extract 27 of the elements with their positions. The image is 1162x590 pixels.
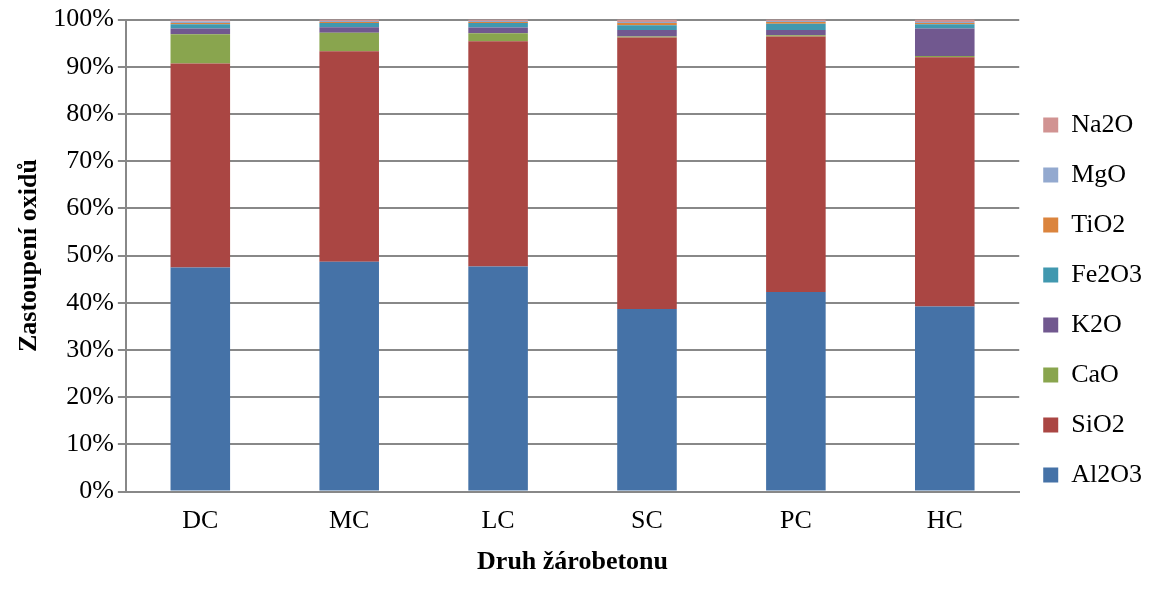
legend-label: Al2O3 [1071,458,1142,488]
x-tick-label: PC [779,505,812,535]
y-tick-label: 10% [66,428,114,458]
y-tick-label: 30% [66,333,114,363]
x-tick-label: MC [328,505,370,535]
legend-label: Na2O [1071,108,1134,138]
y-tick-label: 90% [66,50,114,80]
legend-label: SiO2 [1071,408,1125,438]
legend-label: K2O [1071,308,1122,338]
y-tick-label: 70% [66,145,114,175]
x-tick-label: SC [631,505,663,535]
x-tick-label: HC [926,505,963,535]
y-tick-label: 50% [66,239,114,269]
y-tick-label: 100% [53,3,114,33]
y-axis-title: Zastoupení oxidů [13,159,43,353]
y-tick-label: 20% [66,381,114,411]
x-axis-title: Druh žárobetonu [477,546,669,576]
y-tick-label: 80% [66,97,114,127]
legend-label: Fe2O3 [1071,258,1142,288]
y-tick-label: 40% [66,286,114,316]
y-tick-label: 0% [79,475,114,505]
legend-label: MgO [1071,158,1127,188]
x-tick-label: LC [481,505,515,535]
legend-label: CaO [1071,358,1119,388]
x-tick-label: DC [182,505,219,535]
y-tick-label: 60% [66,192,114,222]
legend-label: TiO2 [1071,208,1126,238]
